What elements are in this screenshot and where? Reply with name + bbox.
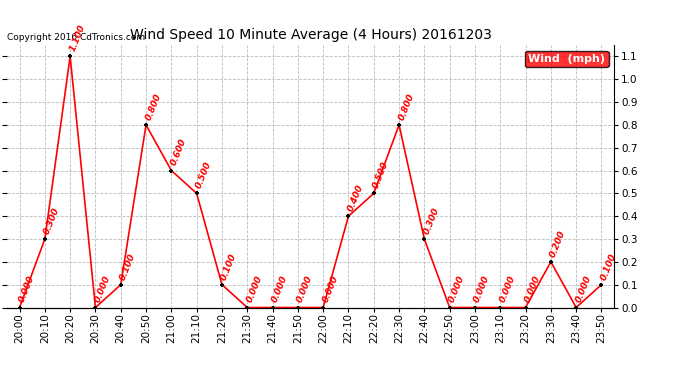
Point xyxy=(14,304,25,310)
Text: 0.800: 0.800 xyxy=(144,92,163,122)
Text: 0.000: 0.000 xyxy=(17,274,36,304)
Text: 0.600: 0.600 xyxy=(169,138,188,167)
Point xyxy=(596,282,607,288)
Point xyxy=(368,190,380,196)
Text: 0.000: 0.000 xyxy=(498,274,517,304)
Point xyxy=(545,259,556,265)
Point xyxy=(571,304,582,310)
Text: 0.100: 0.100 xyxy=(119,252,137,281)
Text: 0.200: 0.200 xyxy=(549,229,567,258)
Text: 0.000: 0.000 xyxy=(295,274,315,304)
Point xyxy=(267,304,278,310)
Point xyxy=(419,236,430,242)
Text: 0.800: 0.800 xyxy=(397,92,415,122)
Text: 0.000: 0.000 xyxy=(321,274,339,304)
Point xyxy=(293,304,304,310)
Text: 0.000: 0.000 xyxy=(245,274,264,304)
Text: 0.500: 0.500 xyxy=(371,160,391,190)
Text: 0.000: 0.000 xyxy=(473,274,491,304)
Legend: Wind  (mph): Wind (mph) xyxy=(525,51,609,67)
Point xyxy=(65,53,76,59)
Point xyxy=(495,304,506,310)
Point xyxy=(393,122,404,128)
Title: Wind Speed 10 Minute Average (4 Hours) 20161203: Wind Speed 10 Minute Average (4 Hours) 2… xyxy=(130,28,491,42)
Text: 0.000: 0.000 xyxy=(93,274,112,304)
Text: 1.100: 1.100 xyxy=(68,23,87,53)
Point xyxy=(90,304,101,310)
Point xyxy=(343,213,354,219)
Point xyxy=(39,236,50,242)
Text: 0.000: 0.000 xyxy=(270,274,289,304)
Text: 0.100: 0.100 xyxy=(599,252,618,281)
Point xyxy=(191,190,202,196)
Point xyxy=(469,304,480,310)
Text: 0.100: 0.100 xyxy=(219,252,239,281)
Point xyxy=(115,282,126,288)
Text: 0.000: 0.000 xyxy=(574,274,593,304)
Text: 0.300: 0.300 xyxy=(43,206,61,236)
Text: Copyright 2016 CdTronics.com: Copyright 2016 CdTronics.com xyxy=(7,33,145,42)
Point xyxy=(317,304,328,310)
Text: 0.000: 0.000 xyxy=(447,274,466,304)
Text: 0.500: 0.500 xyxy=(195,160,213,190)
Point xyxy=(141,122,152,128)
Text: 0.000: 0.000 xyxy=(523,274,542,304)
Text: 0.400: 0.400 xyxy=(346,183,365,213)
Point xyxy=(444,304,455,310)
Point xyxy=(241,304,253,310)
Point xyxy=(166,168,177,174)
Text: 0.300: 0.300 xyxy=(422,206,441,236)
Point xyxy=(520,304,531,310)
Point xyxy=(217,282,228,288)
